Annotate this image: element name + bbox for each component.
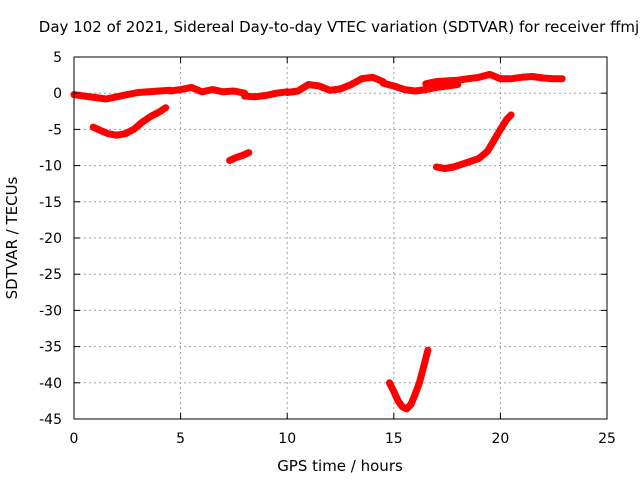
y-tick-label: -35 [39,340,62,356]
y-tick-label: -40 [39,376,62,392]
series-line-5 [422,70,566,88]
grid-lines [74,57,607,419]
y-tick-label: -20 [39,231,62,247]
series-line-1 [166,83,249,97]
y-tick-label: -30 [39,303,62,319]
series-line-8 [432,111,515,172]
series-line-6 [89,104,170,139]
chart-title: Day 102 of 2021, Sidereal Day-to-day VTE… [39,18,639,36]
plot-series [70,70,566,413]
x-tick-label: 0 [70,431,79,447]
y-tick-labels: 5 0 -5 -10 -15 -20 -25 -30 -35 -40 -45 [39,50,62,428]
series-line-9 [386,346,432,413]
y-tick-label: -45 [39,412,62,428]
x-tick-label: 5 [176,431,185,447]
series-line-7 [226,149,253,164]
series-line-0 [70,86,174,103]
y-tick-label: 5 [53,50,62,66]
series-line-2 [241,88,291,101]
series-line-3 [283,73,387,96]
y-tick-label: -15 [39,195,62,211]
y-tick-label: 0 [53,86,62,102]
y-tick-label: -5 [48,122,62,138]
axis-ticks [73,56,608,420]
x-tick-label: 10 [278,431,296,447]
x-tick-label: 20 [491,431,509,447]
x-tick-label: 25 [598,431,616,447]
x-axis-label: GPS time / hours [277,457,403,475]
y-tick-label: -25 [39,267,62,283]
y-axis-label: SDTVAR / TECUs [3,176,21,299]
series-line-4 [379,79,462,95]
y-tick-label: -10 [39,159,62,175]
x-tick-labels: 0 5 10 15 20 25 [70,431,616,447]
x-tick-label: 15 [385,431,403,447]
